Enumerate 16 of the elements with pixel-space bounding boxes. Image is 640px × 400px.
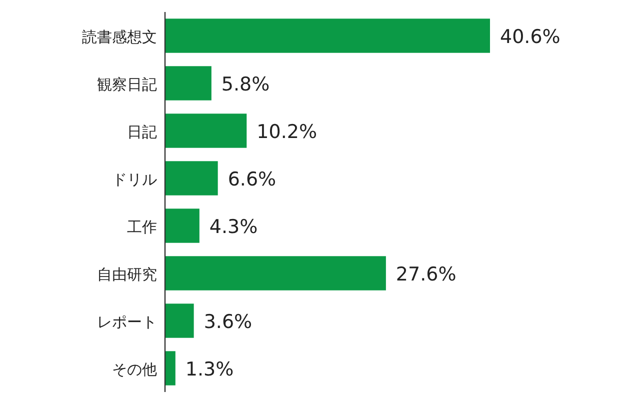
- data-label: 6.6%: [228, 168, 276, 190]
- data-label: 5.8%: [221, 73, 270, 96]
- y-tick-label: 自由研究: [97, 265, 157, 284]
- data-label: 3.6%: [204, 310, 252, 333]
- data-label: 40.6%: [500, 26, 560, 48]
- y-tick-label: 日記: [127, 122, 157, 141]
- y-tick-label: レポート: [97, 312, 157, 331]
- data-label: 4.3%: [209, 216, 258, 238]
- y-tick-label: その他: [112, 360, 157, 378]
- y-tick-label: 観察日記: [97, 75, 157, 94]
- y-tick-label: ドリル: [112, 170, 157, 188]
- data-label: 1.3%: [185, 358, 234, 380]
- data-label: 10.2%: [256, 120, 318, 143]
- y-tick-label: 読書感想文: [82, 28, 157, 46]
- data-label: 27.6%: [396, 263, 456, 286]
- y-tick-label: 工作: [127, 218, 157, 236]
